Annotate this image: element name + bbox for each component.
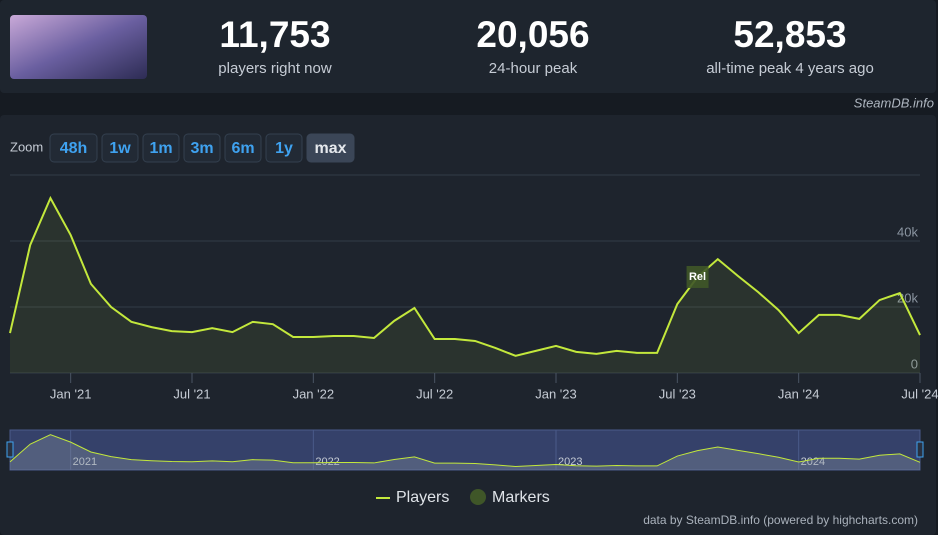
navigator-line xyxy=(9,434,921,468)
navigator-handle[interactable] xyxy=(6,441,14,458)
stat-label: all-time peak 4 years ago xyxy=(706,60,874,77)
navigator-label: 2024 xyxy=(801,456,825,468)
zoom-button-label[interactable]: 48h xyxy=(60,140,88,157)
x-tick-label: Jan '23 xyxy=(535,386,577,401)
series-line xyxy=(9,195,921,357)
navigator-label: 2022 xyxy=(315,456,339,468)
navigator-label: 2021 xyxy=(73,456,97,468)
stat-label: players right now xyxy=(218,60,332,77)
zoom-button[interactable] xyxy=(224,133,262,163)
credits[interactable]: data by SteamDB.info (powered by highcha… xyxy=(643,513,918,527)
marker-label[interactable]: Rel xyxy=(689,271,706,283)
stat-label: 24-hour peak xyxy=(489,60,578,77)
zoom-label: Zoom xyxy=(10,139,43,154)
zoom-button[interactable] xyxy=(183,133,221,163)
zoom-button[interactable] xyxy=(142,133,180,163)
legend-label[interactable]: Players xyxy=(396,489,449,506)
x-tick-label: Jul '22 xyxy=(416,386,453,401)
x-tick-label: Jan '24 xyxy=(778,386,820,401)
zoom-button-label[interactable]: 1w xyxy=(109,140,131,157)
navigator-handle[interactable] xyxy=(916,441,924,458)
marker[interactable] xyxy=(686,265,709,288)
stat-value: 20,056 xyxy=(476,14,589,55)
x-tick-label: Jan '22 xyxy=(293,386,335,401)
x-tick-label: Jul '23 xyxy=(659,386,696,401)
series-area xyxy=(10,198,920,373)
zoom-button-label[interactable]: 1m xyxy=(149,140,172,157)
zoom-button-label[interactable]: 3m xyxy=(190,140,213,157)
stat-value: 52,853 xyxy=(733,14,846,55)
legend-swatch xyxy=(470,489,486,505)
zoom-button[interactable] xyxy=(306,133,355,163)
x-tick-label: Jul '24 xyxy=(901,386,938,401)
zoom-button[interactable] xyxy=(49,133,98,163)
y-tick-label: 0 xyxy=(911,356,918,371)
navigator-area xyxy=(10,434,920,470)
x-tick-label: Jan '21 xyxy=(50,386,92,401)
zoom-button-label[interactable]: 1y xyxy=(275,140,293,157)
x-tick-label: Jul '21 xyxy=(173,386,210,401)
zoom-button-label[interactable]: max xyxy=(314,140,346,157)
zoom-button[interactable] xyxy=(101,133,139,163)
legend-label[interactable]: Markers xyxy=(492,489,550,506)
y-tick-label: 20k xyxy=(897,290,918,305)
game-image[interactable] xyxy=(10,15,147,79)
zoom-button[interactable] xyxy=(265,133,303,163)
source[interactable]: SteamDB.info xyxy=(854,95,934,110)
y-tick-label: 40k xyxy=(897,224,918,239)
header-panel xyxy=(0,0,936,93)
stat-value: 11,753 xyxy=(219,14,330,55)
zoom-button-label[interactable]: 6m xyxy=(231,140,254,157)
